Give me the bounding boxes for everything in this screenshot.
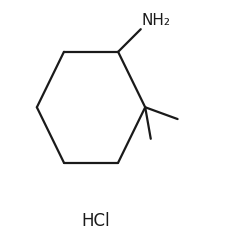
Text: HCl: HCl bbox=[81, 212, 110, 230]
Text: NH₂: NH₂ bbox=[142, 13, 170, 28]
